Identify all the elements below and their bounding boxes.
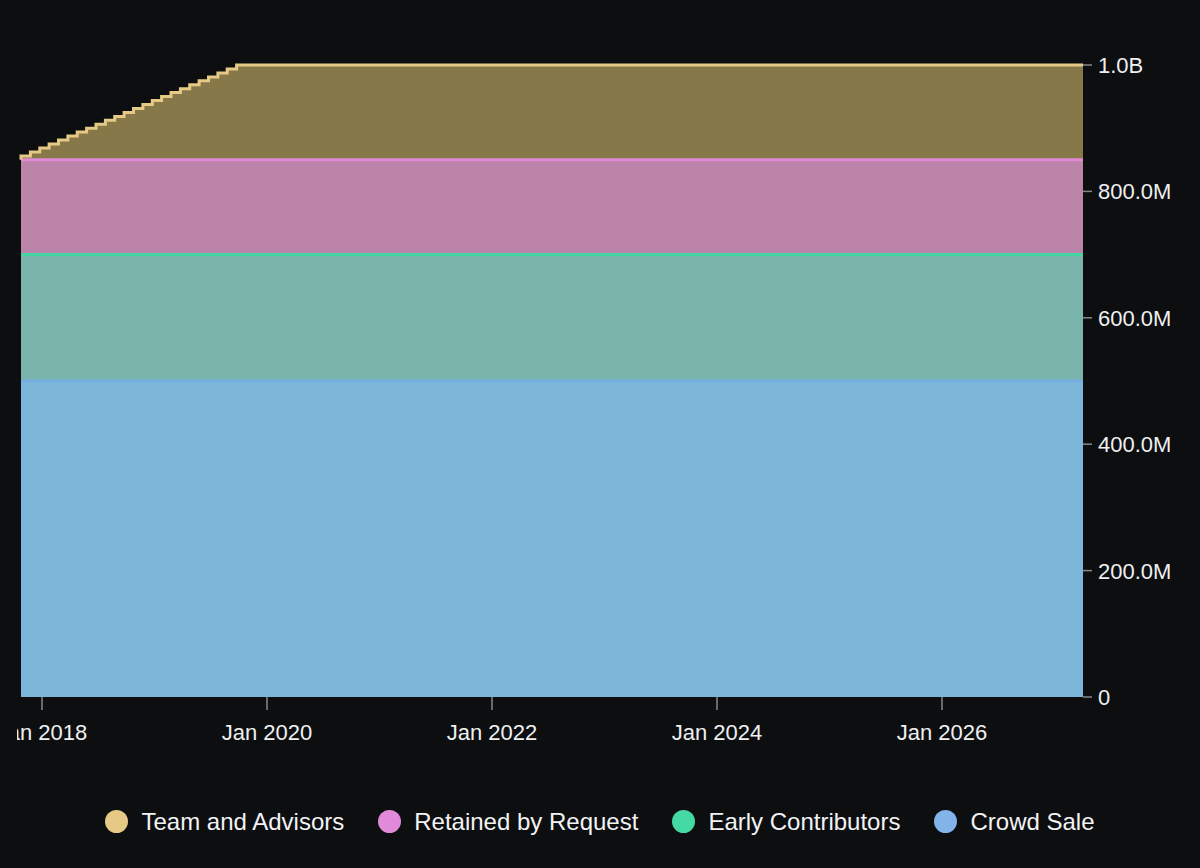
x-tick-label: Jan 2024 — [672, 720, 763, 745]
y-tick-label: 1.0B — [1098, 53, 1143, 78]
legend-item-retained-by-request[interactable]: Retained by Request — [378, 810, 638, 834]
y-tick-label: 0 — [1098, 685, 1110, 710]
y-tick-label: 200.0M — [1098, 559, 1171, 584]
legend-item-crowd-sale[interactable]: Crowd Sale — [934, 810, 1094, 834]
chart-page: Jan 2018 Jan 2020 Jan 2022 Jan 2024 Jan 2026… — [0, 0, 1200, 868]
x-tick-label: Jan 2022 — [447, 720, 538, 745]
legend-label: Early Contributors — [708, 810, 900, 834]
legend-dot-icon — [378, 810, 401, 833]
legend-dot-icon — [934, 810, 957, 833]
stacked-area-chart[interactable]: Jan 2018 Jan 2020 Jan 2022 Jan 2024 Jan 2026… — [0, 0, 1200, 770]
area-team-and-advisors[interactable] — [21, 65, 1083, 160]
x-tick-label: Jan 2026 — [897, 720, 988, 745]
area-crowd-sale[interactable] — [21, 381, 1083, 697]
legend-item-early-contributors[interactable]: Early Contributors — [672, 810, 900, 834]
legend-dot-icon — [105, 810, 128, 833]
area-early-contributors[interactable] — [21, 255, 1083, 381]
legend-label: Crowd Sale — [970, 810, 1094, 834]
legend-item-team-and-advisors[interactable]: Team and Advisors — [105, 810, 344, 834]
y-tick-label: 800.0M — [1098, 179, 1171, 204]
y-tick-label: 600.0M — [1098, 306, 1171, 331]
legend: Team and Advisors Retained by Request Earl… — [0, 799, 1200, 845]
area-retained-by-request[interactable] — [21, 160, 1083, 255]
x-tick-label: Jan 2020 — [222, 720, 313, 745]
legend-label: Team and Advisors — [141, 810, 344, 834]
x-axis: Jan 2018 Jan 2020 Jan 2022 Jan 2024 Jan 2026 — [0, 720, 987, 745]
y-tick-label: 400.0M — [1098, 432, 1171, 457]
legend-label: Retained by Request — [414, 810, 638, 834]
x-tick-label: Jan 2018 — [0, 720, 87, 745]
legend-dot-icon — [672, 810, 695, 833]
